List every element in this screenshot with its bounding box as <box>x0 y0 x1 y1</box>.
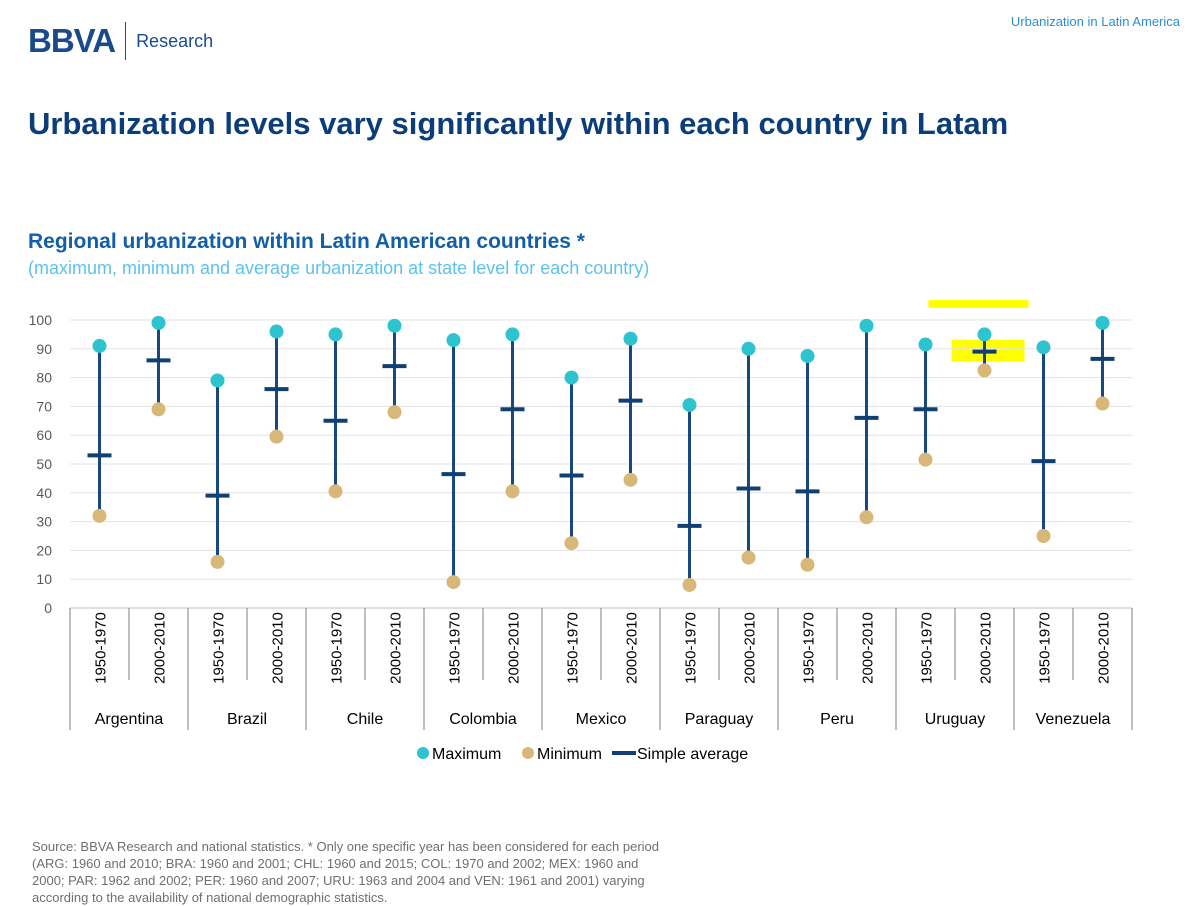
slide-title: Urbanization levels vary significantly w… <box>28 106 1009 141</box>
y-tick-label: 50 <box>36 456 52 472</box>
period-label: 2000-2010 <box>624 612 641 684</box>
minimum-point <box>623 472 638 487</box>
period-label: 2000-2010 <box>742 612 759 684</box>
maximum-point <box>1095 315 1110 330</box>
bbva-research-logo: BBVA Research <box>28 22 213 60</box>
y-tick-label: 90 <box>36 341 52 357</box>
period-label: 1950-1970 <box>565 612 582 684</box>
maximum-point <box>210 373 225 388</box>
period-label: 1950-1970 <box>1037 612 1054 684</box>
period-label: 2000-2010 <box>1096 612 1113 684</box>
maximum-point <box>977 327 992 342</box>
period-label: 1950-1970 <box>93 612 110 684</box>
maximum-point <box>682 397 697 412</box>
maximum-point <box>328 327 343 342</box>
legend-average-label: Simple average <box>637 746 748 763</box>
period-label: 2000-2010 <box>506 612 523 684</box>
y-tick-label: 30 <box>36 514 52 530</box>
chart-subtitle: (maximum, minimum and average urbanizati… <box>28 258 650 278</box>
period-label: 2000-2010 <box>270 612 287 684</box>
country-label: Colombia <box>449 711 517 728</box>
period-label: 2000-2010 <box>978 612 995 684</box>
legend-minimum-swatch <box>522 747 534 759</box>
maximum-point <box>741 341 756 356</box>
minimum-point <box>269 429 284 444</box>
y-tick-label: 100 <box>29 312 53 328</box>
y-tick-label: 0 <box>44 600 52 616</box>
minimum-point <box>387 405 402 420</box>
logo-text: Research <box>136 30 214 51</box>
source-note: Source: BBVA Research and national stati… <box>32 839 660 905</box>
maximum-point <box>505 327 520 342</box>
maximum-point <box>859 318 874 333</box>
legend-minimum-label: Minimum <box>537 746 602 763</box>
period-label: 2000-2010 <box>388 612 405 684</box>
maximum-point <box>1036 340 1051 355</box>
minimum-point <box>741 550 756 565</box>
minimum-point <box>92 508 107 523</box>
period-label: 1950-1970 <box>329 612 346 684</box>
maximum-point <box>387 318 402 333</box>
period-label: 2000-2010 <box>860 612 877 684</box>
minimum-point <box>1095 396 1110 411</box>
period-label: 1950-1970 <box>919 612 936 684</box>
maximum-point <box>800 349 815 363</box>
period-label: 2000-2010 <box>152 612 169 684</box>
y-tick-label: 80 <box>36 370 52 386</box>
minimum-point <box>328 484 343 499</box>
minimum-point <box>918 452 933 467</box>
minimum-point <box>1036 529 1051 543</box>
period-label: 1950-1970 <box>801 612 818 684</box>
minimum-point <box>151 402 166 417</box>
period-label: 1950-1970 <box>211 612 228 684</box>
country-label: Paraguay <box>685 711 754 728</box>
maximum-point <box>564 370 579 385</box>
minimum-point <box>859 510 874 525</box>
country-label: Chile <box>347 711 384 728</box>
maximum-point <box>623 331 638 346</box>
minimum-point <box>682 577 697 592</box>
minimum-point <box>977 363 992 378</box>
minimum-point <box>505 484 520 499</box>
chart-title: Regional urbanization within Latin Ameri… <box>28 230 585 253</box>
y-tick-label: 10 <box>36 571 52 587</box>
minimum-point <box>564 536 579 551</box>
country-label: Venezuela <box>1036 711 1111 728</box>
maximum-point <box>151 315 166 330</box>
logo-mark: BBVA <box>28 22 116 59</box>
logo-divider <box>125 22 127 60</box>
maximum-point <box>446 333 461 348</box>
y-tick-label: 20 <box>36 542 52 558</box>
section-tag: Urbanization in Latin America <box>1010 14 1180 29</box>
minimum-point <box>800 557 815 572</box>
country-label: Argentina <box>95 711 164 728</box>
legend-maximum-label: Maximum <box>432 746 501 763</box>
period-label: 1950-1970 <box>447 612 464 684</box>
urbanization-range-chart: 0 10 20 30 40 50 60 70 80 90 100 1950-1970 2000-2010… <box>29 300 1133 763</box>
period-label: 1950-1970 <box>683 612 700 684</box>
maximum-point <box>918 337 933 352</box>
y-tick-label: 40 <box>36 485 52 501</box>
y-tick-label: 70 <box>36 398 52 414</box>
highlight-label-mark <box>928 300 1029 308</box>
legend-maximum-swatch <box>417 747 429 759</box>
country-label: Uruguay <box>925 711 985 728</box>
minimum-point <box>210 554 225 569</box>
country-label: Mexico <box>576 711 627 728</box>
maximum-point <box>92 338 107 353</box>
country-label: Peru <box>820 711 854 728</box>
maximum-point <box>269 324 284 339</box>
y-tick-label: 60 <box>36 427 52 443</box>
minimum-point <box>446 575 461 590</box>
country-label: Brazil <box>227 711 267 728</box>
